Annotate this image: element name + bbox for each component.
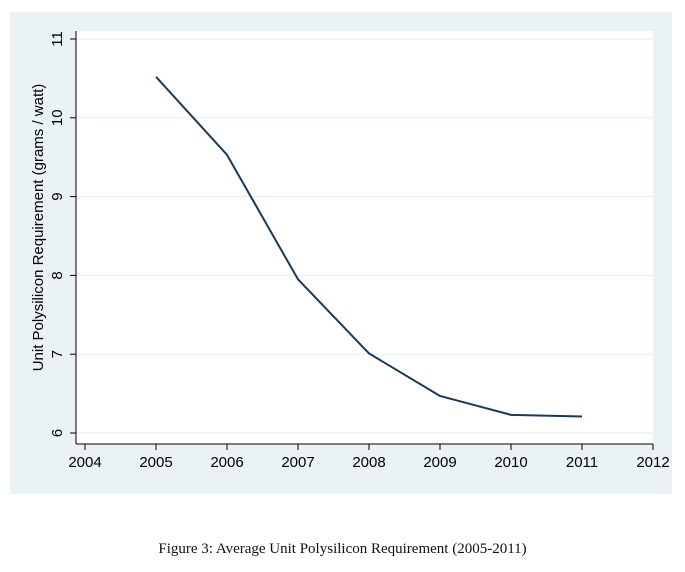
x-tick-label: 2006 [210, 454, 243, 471]
x-tick-label: 2011 [566, 454, 598, 471]
line-chart: 6 7 8 9 10 11 2004 2005 2006 2007 2008 2009 2010 2011… [30, 31, 670, 471]
x-tick-label: 2012 [636, 454, 669, 471]
x-tick-label: 2005 [139, 454, 172, 471]
figure-caption: Figure 3: Average Unit Polysilicon Requi… [158, 541, 527, 557]
grid-lines [76, 38, 653, 434]
x-tick-label: 2009 [423, 454, 456, 471]
y-tick-label: 10 [49, 109, 66, 126]
y-tick-label: 8 [49, 271, 66, 279]
y-tick-label: 6 [49, 429, 66, 437]
y-axis-title: Unit Polysilicon Requirement (grams / wa… [30, 84, 47, 372]
x-tick-label: 2004 [68, 454, 101, 471]
axes [70, 31, 654, 450]
tick-labels: 6 7 8 9 10 11 2004 2005 2006 2007 2008 2009 2010 2011… [49, 31, 670, 471]
chart-panel: 6 7 8 9 10 11 2004 2005 2006 2007 2008 2009 2010 2011… [10, 12, 672, 494]
plot-area [76, 31, 653, 444]
x-tick-label: 2008 [352, 454, 385, 471]
y-tick-label: 11 [49, 31, 66, 47]
y-tick-label: 7 [49, 350, 66, 358]
x-tick-label: 2010 [494, 454, 527, 471]
x-tick-label: 2007 [281, 454, 314, 471]
series-layer [155, 76, 583, 418]
y-tick-label: 9 [49, 192, 66, 200]
